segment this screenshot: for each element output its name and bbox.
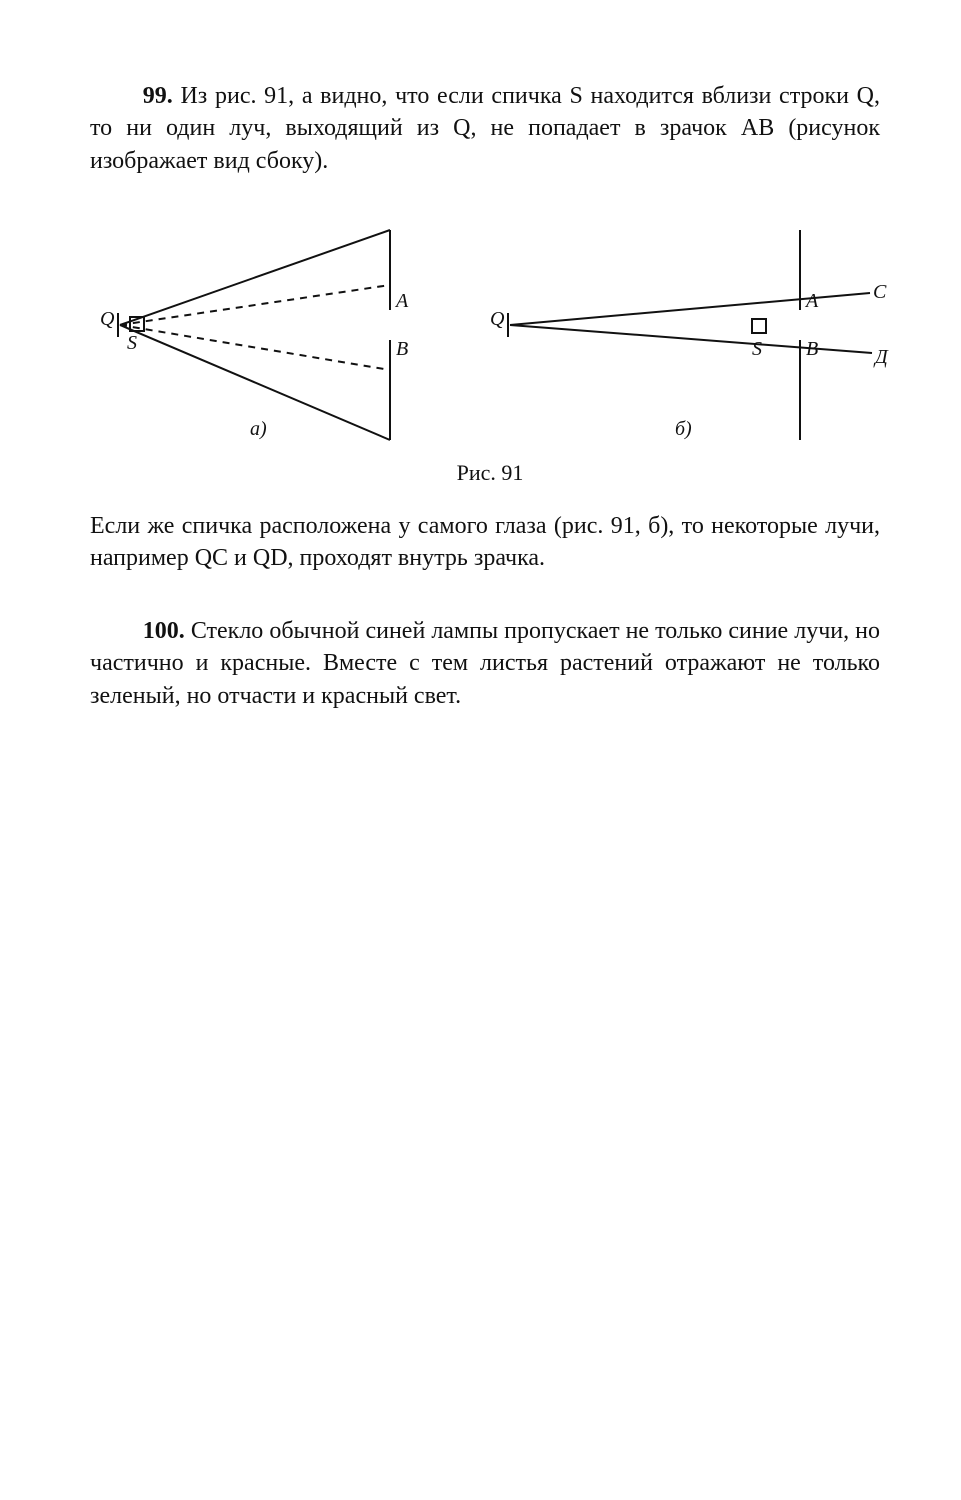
problem-number-99: 99. [143,83,173,109]
fig-a-label-S: S [127,332,137,354]
figure-91: Q S А В а) Q S А В [80,195,900,455]
fig-a-label-B: В [396,338,408,360]
fig-a-ray-bottom-dash [120,325,390,370]
fig-b-label-S: S [752,338,762,360]
fig-b-label-Q: Q [490,308,505,330]
fig-b-panel-label: б) [675,418,692,440]
fig-a-ray-top-dash [120,285,390,325]
fig-b-label-B: В [806,338,818,360]
paragraph-100: 100. Стекло обычной синей лампы пропуска… [90,615,880,712]
paragraph-100-text: Стекло обычной синей лампы пропускает не… [90,618,880,709]
fig-a-ray-top [120,230,390,325]
paragraph-99-text: Из рис. 91, а видно, что если спичка S н… [90,83,880,174]
page-root: 99. Из рис. 91, а видно, что если спичка… [0,0,961,1500]
fig-a-panel-label: а) [250,418,267,440]
fig-a-label-Q: Q [100,308,115,330]
figure-91-svg: Q S А В а) Q S А В [80,195,900,455]
fig-b-match-icon [752,319,766,333]
fig-b-label-C: C [873,281,887,303]
paragraph-99-continued: Если же спичка расположена у самого глаз… [90,510,880,575]
figure-91-caption-text: Рис. 91 [457,460,524,485]
paragraph-99: 99. Из рис. 91, а видно, что если спичка… [90,80,880,177]
fig-b-label-D: Д [873,346,889,368]
fig-b-label-A: А [804,290,819,312]
problem-number-100: 100. [143,618,185,644]
fig-a-label-A: А [394,290,409,312]
paragraph-99-continued-text: Если же спичка расположена у самого глаз… [90,513,880,571]
figure-91-caption: Рис. 91 [80,460,900,486]
